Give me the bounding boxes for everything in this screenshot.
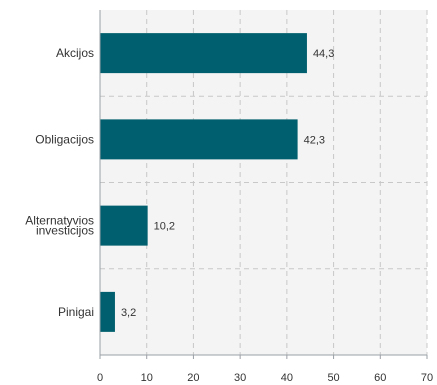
category-label: Akcijos bbox=[56, 46, 94, 60]
category-label: Alternatyvios investicijos bbox=[25, 214, 94, 238]
labels: 44,3 42,3 10,2 3,2 0 10 20 30 40 50 60 70 Akcijos Obl… bbox=[25, 46, 433, 384]
category-label: Pinigai bbox=[58, 305, 94, 319]
x-tick-label: 0 bbox=[97, 372, 103, 384]
bar bbox=[100, 119, 298, 160]
value-label: 44,3 bbox=[313, 48, 334, 60]
x-tick-label: 60 bbox=[374, 372, 386, 384]
bar bbox=[100, 205, 148, 246]
category-label-line: investicijos bbox=[36, 224, 94, 238]
value-label: 42,3 bbox=[304, 134, 325, 146]
x-tick-label: 70 bbox=[421, 372, 433, 384]
value-label: 3,2 bbox=[121, 307, 136, 319]
bars bbox=[100, 33, 307, 332]
x-tick-label: 30 bbox=[234, 372, 246, 384]
category-label-line: Obligacijos bbox=[35, 132, 94, 146]
category-label: Obligacijos bbox=[35, 132, 94, 146]
category-label-line: Akcijos bbox=[56, 46, 94, 60]
x-tick-label: 40 bbox=[281, 372, 293, 384]
bar bbox=[100, 291, 115, 332]
category-label-line: Alternatyvios bbox=[25, 214, 94, 228]
x-tick-label: 20 bbox=[187, 372, 199, 384]
x-tick-label: 50 bbox=[327, 372, 339, 384]
category-label-line: Pinigai bbox=[58, 305, 94, 319]
bar bbox=[100, 33, 307, 74]
axes bbox=[99, 10, 428, 359]
value-label: 10,2 bbox=[154, 221, 175, 233]
x-tick-label: 10 bbox=[141, 372, 153, 384]
